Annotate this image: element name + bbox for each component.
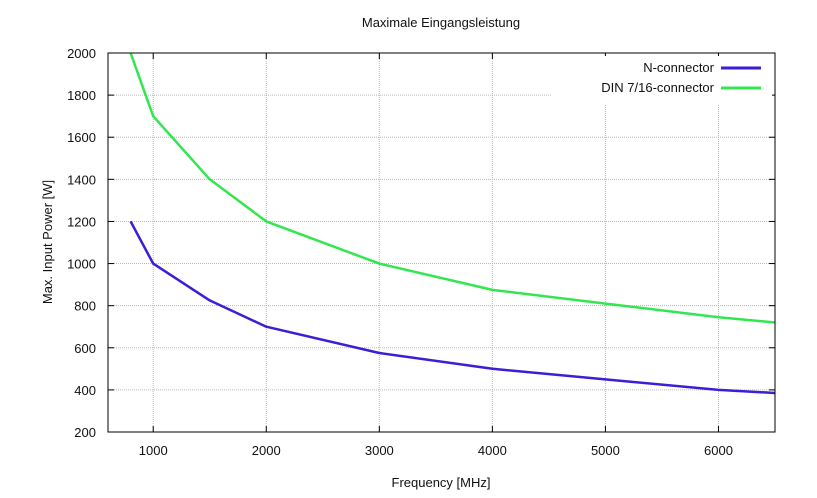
axis-ticks: 200 400 600 800 1000 1200 1400 1600 1800 2000 1000… (67, 46, 775, 458)
legend-label: N-connector (643, 60, 714, 75)
x-axis-title: Frequency [MHz] (392, 475, 491, 490)
y-tick-label: 1400 (67, 172, 96, 187)
plot-frame (107, 52, 776, 433)
plot-lines (129, 52, 776, 395)
y-tick-label: 2000 (67, 46, 96, 61)
x-tick-label: 1000 (139, 443, 168, 458)
y-tick-label: 1800 (67, 88, 96, 103)
chart-title: Maximale Eingangsleistung (362, 15, 520, 30)
grid (108, 53, 775, 432)
x-tick-label: 5000 (591, 443, 620, 458)
y-tick-label: 1600 (67, 130, 96, 145)
x-tick-label: 3000 (365, 443, 394, 458)
series-line-0 (129, 220, 776, 395)
y-tick-label: 200 (74, 425, 96, 440)
legend-label: DIN 7/16-connector (601, 80, 714, 95)
y-tick-label: 600 (74, 341, 96, 356)
y-tick-label: 1000 (67, 257, 96, 272)
legend: N-connector DIN 7/16-connector (552, 56, 772, 104)
x-tick-label: 4000 (478, 443, 507, 458)
legend-background (552, 56, 772, 104)
x-tick-label: 2000 (252, 443, 281, 458)
y-tick-label: 1200 (67, 214, 96, 229)
y-tick-label: 800 (74, 299, 96, 314)
x-tick-label: 6000 (704, 443, 733, 458)
y-axis-title: Max. Input Power [W] (40, 180, 55, 304)
y-tick-label: 400 (74, 383, 96, 398)
